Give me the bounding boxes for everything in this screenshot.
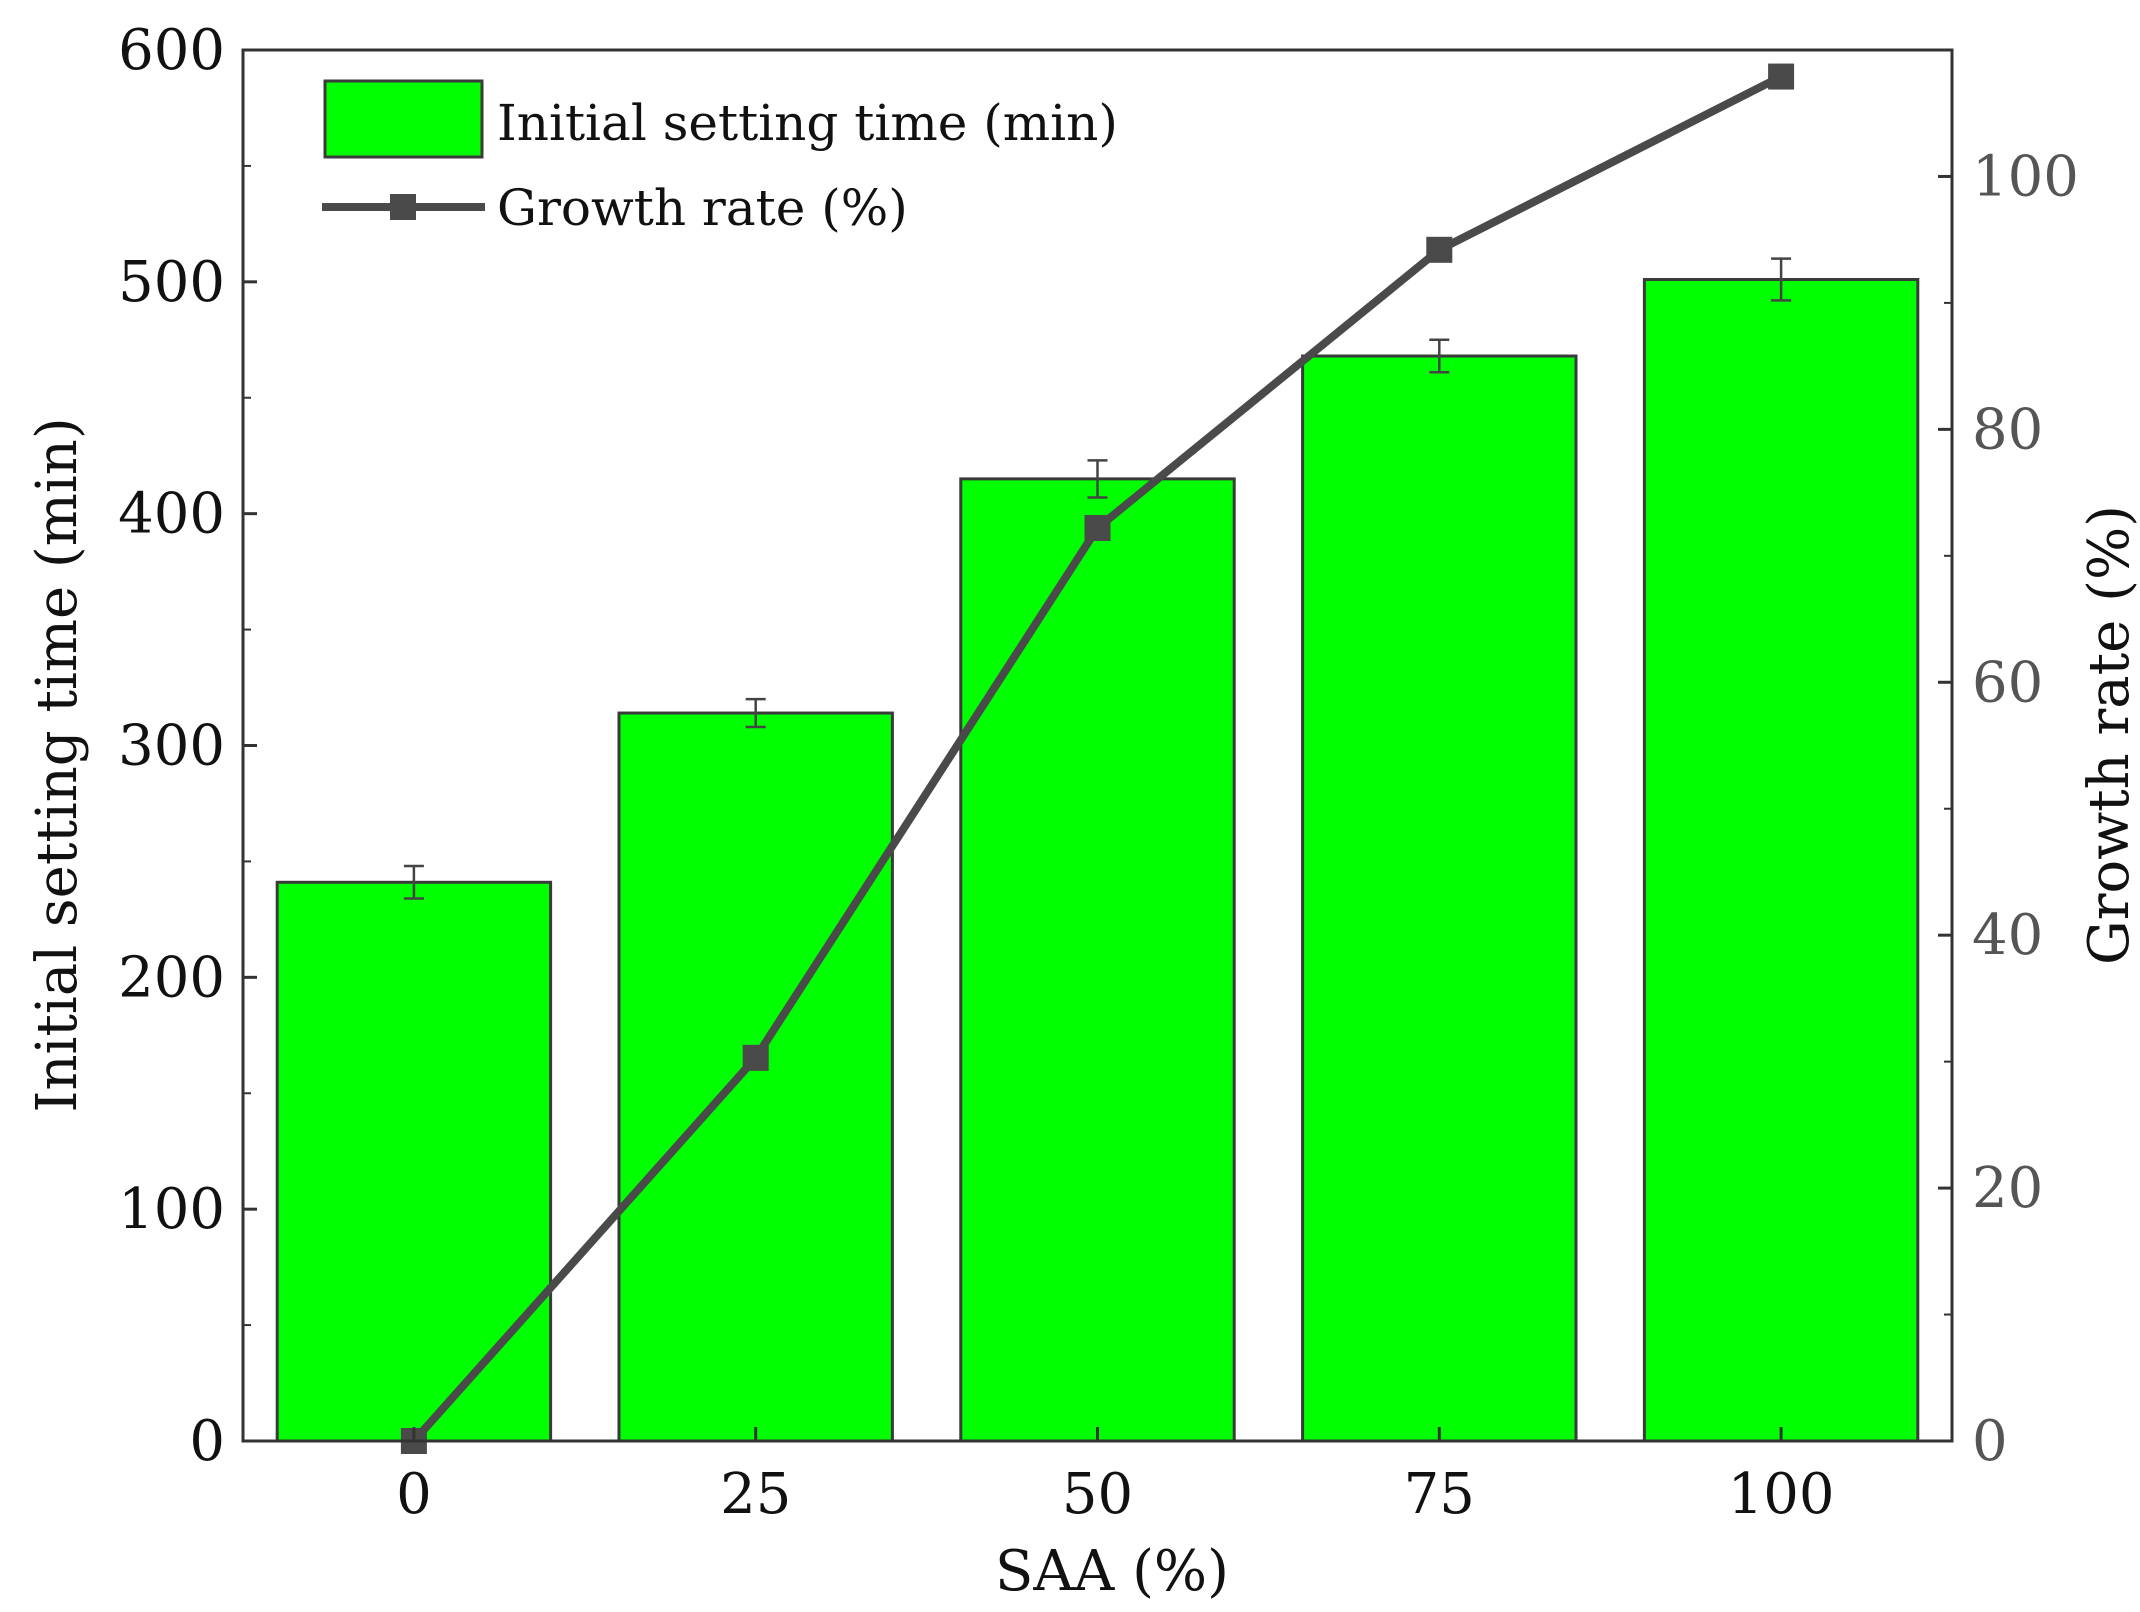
x-tick-label: 50 bbox=[1062, 1462, 1133, 1527]
legend: Initial setting time (min) Growth rate (… bbox=[322, 79, 1118, 237]
bars-group bbox=[275, 278, 1920, 1443]
y-axis-label: Initial setting time (min) bbox=[25, 417, 90, 1112]
growth-rate-marker-75 bbox=[1426, 236, 1453, 263]
right-tick-label: 40 bbox=[1972, 903, 2043, 968]
x-tick-label: 100 bbox=[1728, 1462, 1835, 1527]
x-tick-label: 75 bbox=[1404, 1462, 1475, 1527]
x-tick-label: 0 bbox=[396, 1462, 432, 1527]
left-tick-label: 200 bbox=[118, 945, 225, 1010]
right-tick-label: 60 bbox=[1972, 650, 2043, 715]
legend-bar-label: Initial setting time (min) bbox=[497, 94, 1118, 152]
bar-0 bbox=[275, 880, 553, 1443]
error-bar-100 bbox=[1771, 257, 1792, 302]
y-axis-right-label: Growth rate (%) bbox=[2077, 505, 2140, 965]
x-axis-ticks: 0 25 50 75 100 bbox=[396, 1427, 1835, 1527]
legend-bar-swatch bbox=[323, 79, 484, 159]
error-bar-25 bbox=[745, 697, 766, 729]
right-tick-label: 20 bbox=[1972, 1156, 2043, 1221]
x-axis-label: SAA (%) bbox=[995, 1539, 1229, 1604]
left-tick-label: 400 bbox=[118, 482, 225, 547]
x-tick-label: 25 bbox=[720, 1462, 791, 1527]
left-tick-label: 100 bbox=[118, 1177, 225, 1242]
error-bars-group bbox=[403, 257, 1792, 900]
left-tick-label: 0 bbox=[189, 1409, 225, 1474]
right-tick-label: 80 bbox=[1972, 397, 2043, 462]
error-bar-75 bbox=[1429, 338, 1450, 374]
bar-75 bbox=[1301, 354, 1578, 1443]
left-tick-label: 300 bbox=[118, 714, 225, 779]
legend-line-marker bbox=[390, 194, 416, 220]
bar-50 bbox=[959, 477, 1236, 1443]
right-tick-label: 0 bbox=[1972, 1409, 2008, 1474]
left-tick-label: 500 bbox=[118, 250, 225, 315]
left-tick-label: 600 bbox=[118, 18, 225, 83]
right-axis-ticks: 0 20 40 60 80 100 bbox=[1938, 49, 2079, 1474]
left-axis-ticks: 0 100 200 300 400 500 600 bbox=[118, 18, 257, 1474]
legend-line-label: Growth rate (%) bbox=[497, 179, 908, 237]
bar-25 bbox=[617, 711, 894, 1443]
growth-rate-marker-25 bbox=[742, 1044, 769, 1071]
growth-rate-marker-100 bbox=[1768, 63, 1795, 90]
right-tick-label: 100 bbox=[1972, 144, 2079, 209]
error-bar-50 bbox=[1087, 459, 1108, 499]
error-bar-0 bbox=[403, 864, 424, 900]
growth-rate-marker-50 bbox=[1084, 514, 1111, 541]
bar-100 bbox=[1642, 278, 1920, 1443]
